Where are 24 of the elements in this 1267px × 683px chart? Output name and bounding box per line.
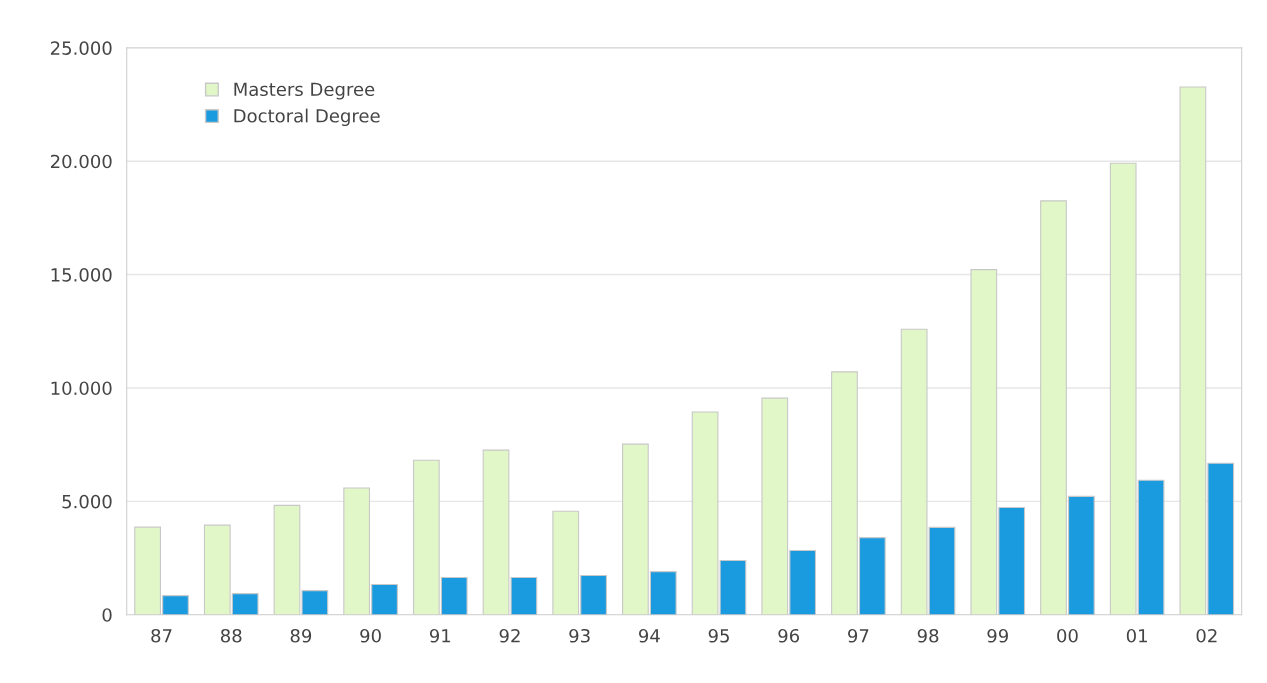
legend-label: Doctoral Degree — [234, 108, 380, 127]
y-tick-label: 15.000 — [51, 268, 112, 282]
x-tick-label: 02 — [1196, 628, 1217, 643]
x-tick-label: 00 — [1057, 628, 1078, 643]
x-tick-label: 95 — [708, 628, 729, 643]
legend-label: Masters Degree — [234, 82, 375, 100]
x-tick-label: 94 — [638, 628, 660, 643]
x-tick-label: 98 — [917, 628, 939, 643]
y-tick-label: 0 — [102, 608, 112, 622]
x-tick-label: 90 — [360, 628, 381, 643]
x-tick-label: 88 — [220, 628, 242, 643]
x-tick-label: 97 — [848, 628, 869, 643]
x-tick-label: 93 — [569, 628, 590, 643]
x-tick-label: 99 — [987, 628, 1008, 643]
x-tick-label: 01 — [1126, 628, 1147, 643]
x-tick-label: 96 — [778, 628, 800, 643]
x-tick-label: 87 — [151, 628, 172, 643]
y-tick-label: 10.000 — [51, 381, 112, 396]
x-tick-label: 92 — [499, 628, 520, 643]
x-tick-label: 91 — [429, 628, 451, 643]
y-tick-label: 20.000 — [50, 154, 112, 169]
x-tick-label: 89 — [290, 628, 312, 643]
y-tick-label: 5.000 — [62, 494, 112, 509]
y-tick-label: 25.000 — [50, 41, 112, 55]
